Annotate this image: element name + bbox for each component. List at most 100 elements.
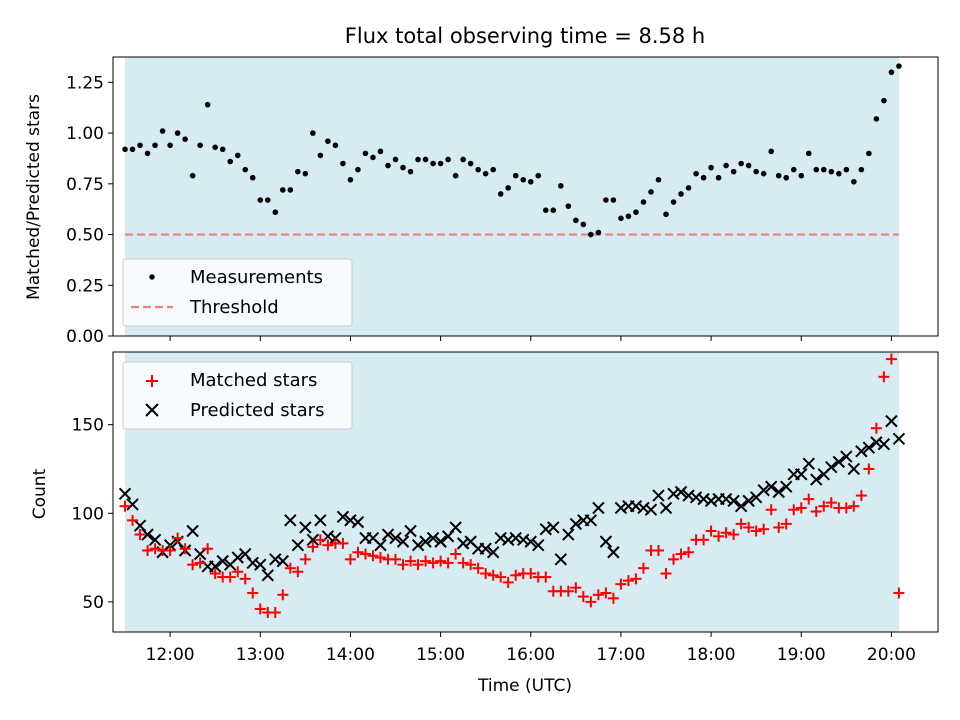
measurement-point <box>625 213 632 220</box>
measurement-point <box>415 156 421 163</box>
ratio-legend: Measurements Threshold <box>122 258 353 327</box>
predicted-stars-point <box>494 531 507 545</box>
measurement-point <box>182 136 188 142</box>
predicted-stars-point <box>629 499 643 513</box>
matched-stars-point <box>540 571 552 583</box>
matched-stars-point <box>878 371 890 383</box>
matched-stars-point <box>743 521 755 533</box>
matched-stars-point <box>668 553 680 565</box>
predicted-stars-point <box>118 487 132 500</box>
matched-stars-point <box>322 539 334 551</box>
predicted-stroke <box>517 533 530 547</box>
measurement-point <box>655 176 662 183</box>
predicted-stars-point <box>667 487 680 500</box>
measurement-point <box>828 168 835 175</box>
predicted-stars-point <box>261 569 274 582</box>
measurement-point <box>167 142 173 149</box>
matched-stars-point <box>735 518 747 530</box>
matched-stars-point <box>570 582 582 594</box>
predicted-stroke <box>261 569 274 582</box>
predicted-stars-point <box>381 528 395 541</box>
measurement-point <box>558 183 564 189</box>
predicted-stroke <box>404 524 417 538</box>
predicted-stars-point <box>885 414 898 428</box>
matched-stars-point <box>698 534 710 546</box>
predicted-stroke <box>764 480 778 493</box>
predicted-stroke <box>719 492 733 506</box>
predicted-stroke <box>449 521 462 534</box>
measurement-point <box>482 170 489 177</box>
ratio-y-tick-label: 0.75 <box>66 175 104 195</box>
predicted-stroke <box>704 494 718 508</box>
matched-stars-point <box>577 591 589 603</box>
measurement-point <box>144 150 151 157</box>
measurement-point <box>527 178 534 185</box>
predicted-stroke <box>629 499 643 513</box>
matched-stars-point <box>232 566 244 578</box>
predicted-stars-point <box>562 528 575 541</box>
measurement-point <box>152 142 158 149</box>
matched-stars-point <box>450 548 462 560</box>
measurement-point <box>355 166 361 173</box>
measurement-point <box>272 209 279 216</box>
matched-stars-point <box>194 557 206 569</box>
predicted-stars-point <box>456 537 470 550</box>
measurement-point <box>873 116 880 122</box>
measurement-point <box>317 152 324 159</box>
predicted-stars-point <box>795 468 808 481</box>
predicted-stroke <box>314 514 327 527</box>
legend-predicted-marker <box>145 403 159 417</box>
matched-stars-point <box>780 518 792 530</box>
predicted-stroke <box>832 455 846 469</box>
x-tick-label: 15:00 <box>416 645 465 665</box>
matched-stars-point <box>277 589 289 601</box>
matched-stars-point <box>803 493 815 505</box>
predicted-stars-point <box>314 514 327 527</box>
x-tick-label: 14:00 <box>326 645 375 665</box>
predicted-stars-point <box>532 538 545 552</box>
predicted-stroke <box>381 528 395 541</box>
predicted-stroke <box>667 487 680 500</box>
predicted-stroke <box>795 468 808 481</box>
predicted-stars-point <box>404 524 417 538</box>
predicted-stroke <box>862 441 876 454</box>
x-tick-label: 20:00 <box>867 645 916 665</box>
measurement-point <box>257 197 264 203</box>
counts-legend-box <box>122 361 353 430</box>
measurement-point <box>618 215 624 222</box>
measurement-point <box>535 172 542 179</box>
matched-stars-point <box>863 463 875 475</box>
measurement-point <box>295 168 301 175</box>
matched-stars-point <box>405 555 417 567</box>
matched-stars-point <box>247 587 259 599</box>
measurement-point <box>693 170 699 177</box>
predicted-stroke <box>269 553 282 566</box>
predicted-stroke <box>772 485 785 499</box>
predicted-stroke <box>306 533 320 547</box>
matched-stars-point <box>720 527 732 539</box>
predicted-stars-point <box>186 524 199 538</box>
matched-stars-point <box>442 557 454 569</box>
measurement-point <box>242 166 249 173</box>
predicted-stroke <box>502 533 515 547</box>
predicted-stroke <box>216 554 229 568</box>
matched-stars-point <box>172 532 184 544</box>
measurement-point <box>723 162 729 169</box>
predicted-stroke <box>780 480 793 493</box>
counts-y-axis-label: Count <box>30 468 50 519</box>
matched-stars-point <box>164 544 176 556</box>
predicted-stars-point <box>479 542 492 555</box>
measurement-point <box>851 178 857 185</box>
predicted-stroke <box>351 515 365 529</box>
matched-stars-point <box>299 553 311 565</box>
predicted-stars-point <box>291 538 305 552</box>
matched-stars-point <box>149 543 161 555</box>
measurement-point <box>347 176 354 183</box>
matched-stars-point <box>818 500 830 512</box>
matched-stars-point <box>390 553 402 565</box>
predicted-stars-point <box>697 492 710 506</box>
measurement-point <box>760 170 767 177</box>
matched-stars-point <box>142 544 154 556</box>
matched-stars-point <box>284 562 296 574</box>
